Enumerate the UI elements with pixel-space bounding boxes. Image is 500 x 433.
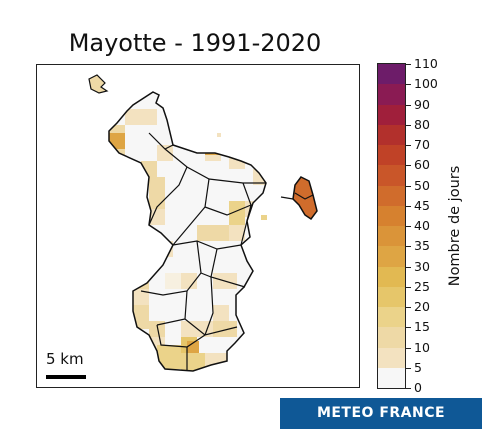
colorbar-tick-label: 35: [414, 238, 430, 254]
colorbar-segment: [378, 64, 405, 85]
colorbar-tick: [406, 145, 411, 146]
grid-cell: [141, 161, 157, 177]
grid-cell: [149, 177, 165, 209]
colorbar-tick-label: 30: [414, 258, 430, 274]
colorbar-segment: [378, 326, 405, 348]
colorbar-tick: [406, 347, 411, 349]
colorbar-tick-label: 60: [414, 157, 430, 173]
commune-borders: [140, 132, 266, 371]
colorbar-tick-label: 10: [414, 339, 430, 355]
colorbar-tick-label: 80: [414, 116, 430, 132]
colorbar-tick: [406, 286, 411, 288]
colorbar-tick-label: 70: [414, 137, 430, 152]
colorbar-tick: [406, 327, 411, 329]
colorbar-tick-label: 40: [414, 218, 430, 233]
petite-terre-border: [294, 192, 314, 200]
grid-cell: [157, 145, 173, 161]
colorbar-tick-label: 5: [414, 359, 422, 375]
petite-terre-island: [292, 176, 318, 221]
colorbar-tick: [406, 266, 411, 268]
colorbar-tick-label: 100: [414, 76, 438, 92]
mtsamboro-islet: [88, 74, 109, 94]
colorbar-tick: [406, 165, 411, 167]
colorbar-segment: [378, 286, 405, 307]
colorbar-segment: [378, 104, 405, 125]
colorbar-tick: [406, 388, 411, 389]
grid-cell: [187, 341, 199, 353]
colorbar: [377, 63, 406, 389]
scale-bar: [46, 375, 86, 379]
colorbar-tick-label: 110: [414, 56, 438, 71]
colorbar-title: Nombre de jours: [447, 165, 463, 287]
colorbar-segment: [378, 347, 405, 368]
islet-dot: [261, 215, 267, 220]
colorbar-segment: [378, 245, 405, 267]
colorbar-segment: [378, 306, 405, 328]
grid-cell: [125, 109, 141, 125]
colorbar-tick-label: 15: [414, 319, 430, 335]
grid-cell: [133, 257, 149, 273]
map-title: Mayotte - 1991-2020: [68, 29, 322, 57]
colorbar-tick: [406, 104, 411, 106]
grid-cell: [181, 321, 197, 337]
colorbar-tick: [406, 226, 411, 227]
colorbar-segment: [378, 144, 405, 166]
colorbar-segment: [378, 225, 405, 247]
colorbar-tick-label: 0: [414, 380, 422, 395]
colorbar-tick: [406, 367, 411, 369]
grid-cell: [141, 109, 157, 125]
colorbar-tick-label: 25: [414, 278, 430, 294]
grid-cell: [181, 273, 197, 289]
grid-cell: [133, 289, 149, 305]
grande-terre-coastline: [108, 91, 267, 372]
colorbar-segment: [378, 205, 405, 226]
grid-cell: [133, 305, 149, 329]
colorbar-segment: [378, 266, 405, 287]
colorbar-tick-label: 50: [414, 177, 430, 193]
grid-cell: [149, 321, 165, 337]
grid-cell: [213, 321, 237, 337]
grid-cell: [213, 305, 229, 321]
colorbar-segment: [378, 164, 405, 186]
colorbar-tick: [406, 307, 411, 308]
islet-dot: [217, 133, 221, 137]
mayotte-map: [88, 74, 318, 372]
colorbar-tick: [406, 64, 411, 65]
colorbar-segment: [378, 83, 405, 105]
grid-cell: [109, 133, 125, 149]
colorbar-segment: [378, 185, 405, 206]
colorbar-tick-label: 90: [414, 96, 430, 112]
grid-cell: [149, 241, 173, 257]
grid-cell: [229, 225, 245, 241]
colorbar-tick: [406, 185, 411, 187]
colorbar-tick: [406, 124, 411, 126]
colorbar-segment: [378, 124, 405, 145]
map-panel: [36, 64, 360, 388]
colorbar-tick: [406, 84, 411, 86]
colorbar-segment: [378, 367, 405, 388]
colorbar-tick: [406, 205, 411, 207]
grid-cell: [165, 273, 181, 289]
colorbar-tick-label: 45: [414, 197, 430, 213]
grid-cell: [157, 345, 181, 369]
scale-bar-label: 5 km: [46, 350, 84, 368]
meteo-france-logo: METEO FRANCE: [280, 398, 482, 429]
causeway-line: [280, 196, 294, 200]
colorbar-tick-label: 20: [414, 299, 430, 314]
grid-cell: [149, 209, 165, 225]
grid-cell: [197, 225, 229, 241]
grid-cell: [229, 201, 245, 225]
colorbar-tick: [406, 246, 411, 248]
